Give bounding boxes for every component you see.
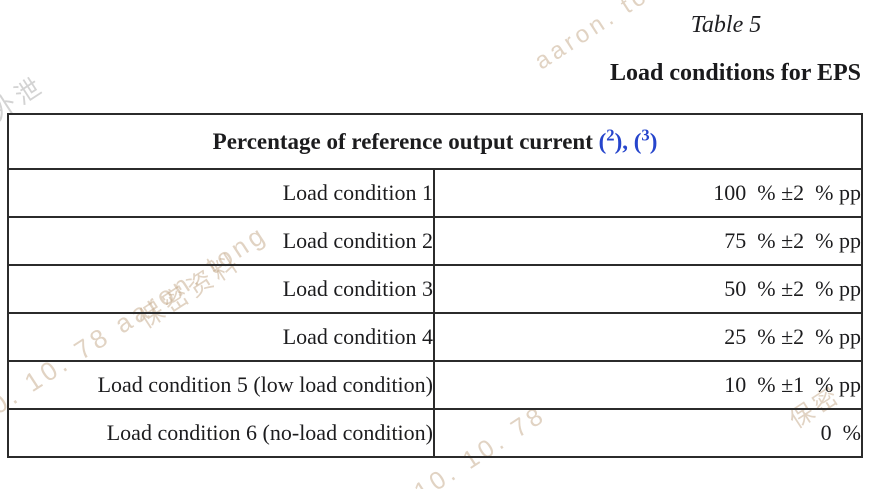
table-row: Load condition 6 (no-load condition) 0 % [7, 408, 863, 458]
footnote-ref-3: (3) [633, 124, 658, 154]
load-conditions-table: Percentage of reference output current (… [7, 113, 863, 458]
load-condition-label: Load condition 6 (no-load condition) [7, 408, 435, 458]
table-header-text: Percentage of reference output current [212, 128, 593, 154]
load-condition-value: 50 % ±2 % pp [433, 264, 863, 314]
table-header-row: Percentage of reference output current (… [7, 113, 863, 170]
load-condition-label: Load condition 3 [7, 264, 435, 314]
footnote-ref-2: (2) [598, 124, 623, 154]
table-title: Load conditions for EPS [610, 60, 861, 86]
load-condition-value: 25 % ±2 % pp [433, 312, 863, 362]
table-header-cell: Percentage of reference output current (… [7, 113, 863, 170]
load-condition-label: Load condition 2 [7, 216, 435, 266]
load-condition-value: 75 % ±2 % pp [433, 216, 863, 266]
footnote-separator: , [622, 128, 634, 154]
load-condition-value: 100 % ±2 % pp [433, 168, 863, 218]
table-row: Load condition 5 (low load condition) 10… [7, 360, 863, 410]
load-condition-value: 0 % [433, 408, 863, 458]
table-row: Load condition 4 25 % ±2 % pp [7, 312, 863, 362]
load-condition-label: Load condition 1 [7, 168, 435, 218]
load-condition-label: Load condition 4 [7, 312, 435, 362]
table-caption: Table 5 [690, 12, 762, 38]
load-condition-label: Load condition 5 (low load condition) [7, 360, 435, 410]
load-condition-value: 10 % ±1 % pp [433, 360, 863, 410]
table-row: Load condition 1 100 % ±2 % pp [7, 168, 863, 218]
table-row: Load condition 3 50 % ±2 % pp [7, 264, 863, 314]
table-row: Load condition 2 75 % ±2 % pp [7, 216, 863, 266]
